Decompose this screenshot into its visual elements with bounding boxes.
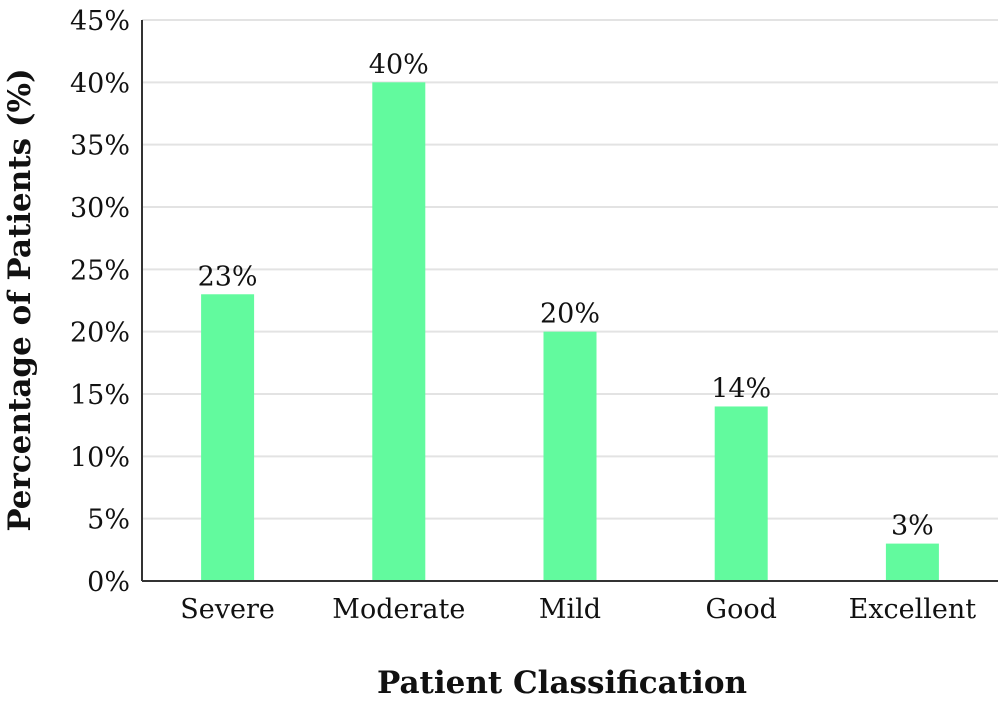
axes <box>141 20 998 582</box>
bars <box>201 82 939 581</box>
data-label: 14% <box>711 373 771 404</box>
x-tick-label: Good <box>706 594 777 625</box>
y-tick-label: 10% <box>70 442 130 473</box>
data-label: 40% <box>369 49 429 80</box>
y-tick-label: 30% <box>70 193 130 224</box>
x-tick-label: Severe <box>180 594 275 625</box>
bar-moderate <box>372 82 426 581</box>
y-tick-label: 15% <box>70 380 130 411</box>
y-tick-label: 20% <box>70 318 130 349</box>
bar-mild <box>543 331 597 581</box>
bar-excellent <box>885 543 939 581</box>
y-tick-label: 35% <box>70 131 130 162</box>
data-label: 3% <box>891 511 934 542</box>
y-tick-label: 25% <box>70 255 130 286</box>
data-label: 20% <box>540 299 600 330</box>
y-tick-label: 5% <box>87 505 130 536</box>
y-tick-label: 0% <box>87 567 130 598</box>
data-label: 23% <box>198 261 258 292</box>
y-axis-title: Percentage of Patients (%) <box>2 68 38 531</box>
y-tick-labels: 0% 5% 10% 15% 20% 25% 30% 35% 40% 45% <box>70 6 130 598</box>
y-tick-label: 40% <box>70 68 130 99</box>
x-axis-title: Patient Classification <box>377 665 747 701</box>
bar-good <box>714 406 768 581</box>
x-tick-label: Excellent <box>849 594 977 625</box>
data-labels: 23% 40% 20% 14% 3% <box>198 49 934 541</box>
x-tick-label: Moderate <box>332 594 465 625</box>
x-tick-labels: Severe Moderate Mild Good Excellent <box>180 594 976 625</box>
bar-severe <box>201 294 255 581</box>
y-tick-label: 45% <box>70 6 130 37</box>
x-tick-label: Mild <box>539 594 601 625</box>
gridlines <box>142 19 998 520</box>
